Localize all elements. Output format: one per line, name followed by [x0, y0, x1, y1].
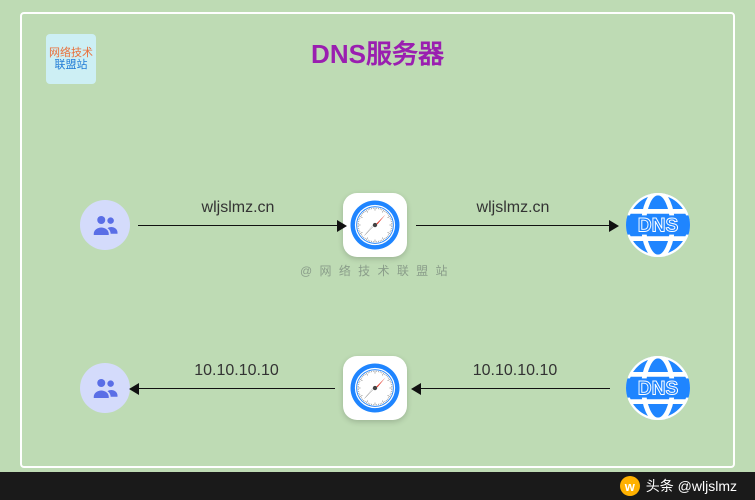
arrow-browser-to-dns [416, 225, 610, 226]
browser-icon [343, 193, 407, 257]
browser-icon [343, 356, 407, 420]
arrow-dns-to-browser [420, 388, 610, 389]
watermark-text: @ 网 络 技 术 联 盟 站 [300, 262, 450, 279]
footer-bar: w 头条 @wljslmz [0, 472, 755, 500]
arrow-label-domain-1: wljslmz.cn [138, 199, 338, 217]
arrow-browser-to-users [138, 388, 335, 389]
svg-text:DNS: DNS [638, 378, 679, 399]
arrow-label-ip-1: 10.10.10.10 [138, 362, 335, 380]
footer-avatar-icon: w [620, 476, 640, 496]
users-icon [80, 363, 130, 413]
dns-icon: DNS [618, 185, 698, 265]
svg-text:DNS: DNS [638, 215, 679, 236]
footer-text: 头条 @wljslmz [646, 476, 737, 496]
arrow-users-to-browser [138, 225, 338, 226]
page-title: DNS服务器 [0, 34, 755, 71]
users-icon [80, 200, 130, 250]
arrow-label-domain-2: wljslmz.cn [416, 199, 610, 217]
arrow-label-ip-2: 10.10.10.10 [420, 362, 610, 380]
dns-icon: DNS [618, 348, 698, 428]
diagram-canvas: 网络技术 联盟站 DNS服务器 DNS wljslmz.cn wljslmz.c… [0, 0, 755, 500]
